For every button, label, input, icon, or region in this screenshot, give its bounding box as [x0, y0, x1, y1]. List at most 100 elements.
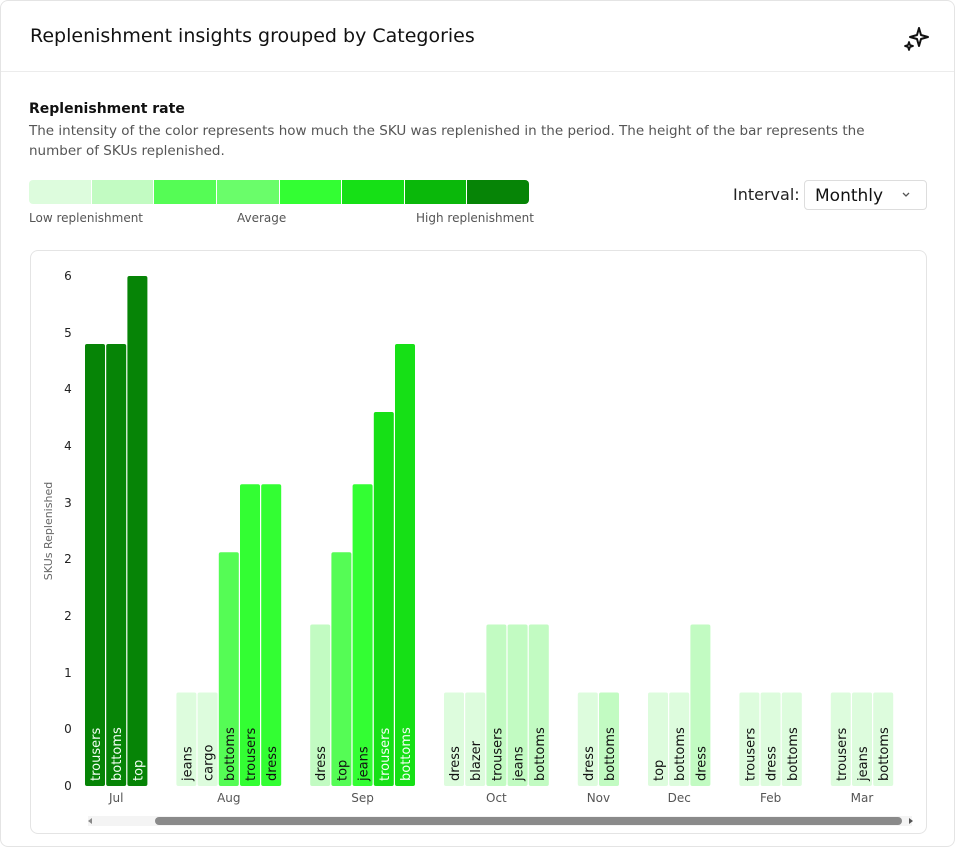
bar-label: trousers [244, 728, 259, 781]
bar [507, 624, 528, 786]
bar [331, 552, 352, 786]
section-description: The intensity of the color represents ho… [29, 123, 865, 159]
bar [85, 344, 105, 786]
bar [577, 692, 598, 786]
y-tick-label: 2 [64, 552, 72, 566]
interval-label: Interval: [733, 185, 800, 204]
x-tick-label: Mar [851, 791, 874, 805]
scroll-right[interactable] [909, 818, 913, 824]
x-tick-label: Nov [587, 791, 610, 805]
bar [373, 412, 394, 786]
y-tick-label: 4 [64, 439, 72, 453]
bar-label: trousers [743, 728, 758, 781]
bar-label: jeans [180, 746, 195, 782]
bar [690, 624, 711, 786]
legend-swatch [404, 180, 467, 204]
bar-label: bottoms [877, 727, 892, 781]
legend-swatch [29, 180, 91, 204]
sparkle-button[interactable] [902, 24, 932, 54]
y-tick-label: 4 [64, 382, 72, 396]
y-tick-label: 2 [64, 609, 72, 623]
bar-label: top [131, 760, 146, 781]
bar [648, 692, 668, 786]
bar [197, 692, 218, 786]
bar [486, 624, 507, 786]
bar-label: top [652, 760, 667, 781]
dropdown-value: Monthly [815, 186, 884, 206]
bar [444, 692, 464, 786]
bar [781, 692, 802, 786]
bar-label: trousers [490, 728, 505, 781]
bar [669, 692, 690, 786]
legend-swatch [154, 180, 216, 204]
bar-label: trousers [89, 728, 104, 781]
color-legend [29, 180, 529, 204]
bar [127, 276, 148, 786]
bar-label: bottoms [786, 727, 801, 781]
bar-label: dress [314, 746, 329, 781]
legend-swatch [279, 180, 342, 204]
bar [830, 692, 851, 786]
bar [240, 484, 260, 786]
bar-label: dress [265, 746, 280, 781]
y-axis-label: SKUs Replenished [42, 482, 55, 580]
bar [176, 692, 197, 786]
bar-label: jeans [357, 746, 372, 782]
bar-label: cargo [202, 745, 217, 781]
y-tick-label: 6 [64, 269, 72, 283]
legend-label: Low replenishment [29, 211, 144, 225]
bar [106, 344, 127, 786]
bar-label: dress [765, 746, 780, 781]
bar [395, 344, 415, 786]
bar-label: bottoms [110, 727, 125, 781]
bar-label: dress [694, 746, 709, 781]
scrollbar-thumb[interactable] [155, 817, 902, 825]
y-tick-label: 0 [64, 722, 72, 736]
bar-label: dress [448, 746, 463, 781]
card-title: Replenishment insights grouped by Catego… [30, 25, 475, 47]
bar [739, 692, 760, 786]
bar [599, 692, 619, 786]
bar-label: bottoms [533, 727, 548, 781]
scroll-left[interactable] [88, 818, 92, 824]
x-tick-label: Sep [351, 791, 374, 805]
bar [218, 552, 239, 786]
bar [873, 692, 894, 786]
bar [852, 692, 872, 786]
chart-card [30, 250, 927, 834]
section-title: Replenishment rate [29, 101, 185, 117]
bar [760, 692, 781, 786]
bar-label: top [335, 760, 350, 781]
chevron [902, 192, 910, 197]
interval-dropdown[interactable]: Monthly [804, 180, 927, 210]
bar [352, 484, 373, 786]
legend-swatch [91, 180, 154, 204]
x-tick-label: Dec [668, 791, 691, 805]
bar-label: bottoms [223, 727, 238, 781]
bar-label: trousers [835, 728, 850, 781]
x-tick-label: Oct [486, 791, 507, 805]
x-tick-label: Aug [217, 791, 240, 805]
legend-swatch [467, 180, 529, 204]
bar [310, 624, 331, 786]
y-tick-label: 3 [64, 496, 72, 510]
bar-label: jeans [856, 746, 871, 782]
bar-label: bottoms [399, 727, 414, 781]
x-tick-label: Feb [760, 791, 781, 805]
bar [261, 484, 282, 786]
legend-label: Average [237, 211, 287, 225]
x-tick-label: Jul [108, 791, 123, 805]
legend-label: High replenishment [416, 211, 534, 225]
bar-label: jeans [512, 746, 527, 782]
legend-swatch [216, 180, 279, 204]
bar-label: blazer [469, 740, 484, 781]
legend-swatch [342, 180, 404, 204]
bar [528, 624, 549, 786]
y-tick-label: 5 [64, 326, 72, 340]
y-tick-label: 1 [64, 666, 72, 680]
y-tick-label: 0 [64, 779, 72, 793]
divider [1, 71, 954, 72]
bar-label: bottoms [673, 727, 688, 781]
